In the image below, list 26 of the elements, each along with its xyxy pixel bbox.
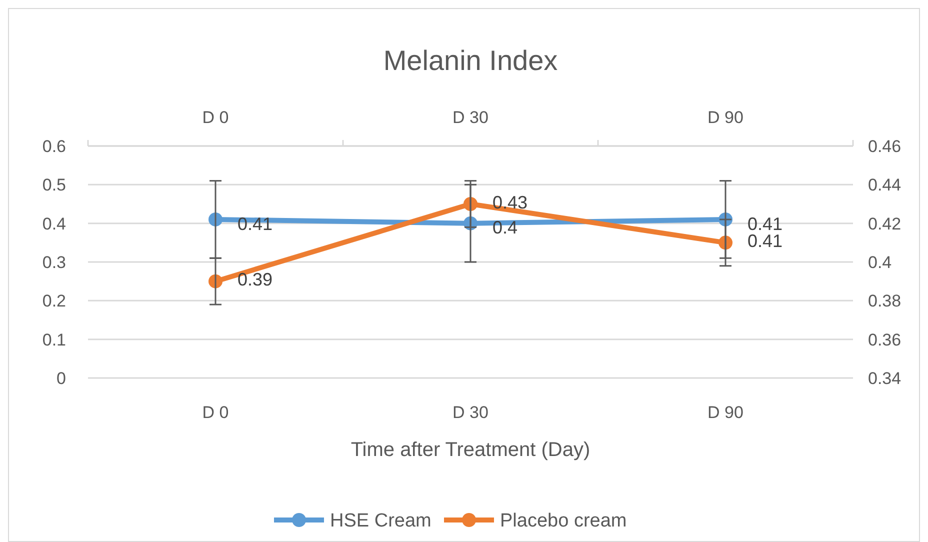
- y2-tick-label: 0.46: [868, 136, 902, 156]
- x-tick-label: D 90: [708, 108, 744, 127]
- data-label: 0.43: [492, 192, 528, 212]
- y2-tick-label: 0.34: [868, 368, 902, 388]
- x-tick-label: D 30: [452, 108, 488, 127]
- y-tick-label: 0.3: [42, 252, 66, 272]
- y-tick-label: 0.6: [42, 136, 66, 156]
- legend-label: HSE Cream: [330, 510, 432, 532]
- y-tick-label: 0.4: [42, 214, 66, 234]
- y2-tick-label: 0.44: [868, 176, 902, 195]
- category-label: D 30: [452, 403, 488, 422]
- y-tick-label: 0.2: [42, 292, 66, 311]
- category-label: D 0: [202, 403, 229, 422]
- legend-label: Placebo cream: [500, 510, 627, 532]
- chart-title: Melanin Index: [383, 45, 558, 76]
- y-tick-label: 0: [56, 368, 66, 388]
- x-axis-title: Time after Treatment (Day): [350, 439, 590, 461]
- y2-tick-label: 0.42: [868, 214, 902, 234]
- y2-tick-label: 0.36: [868, 330, 902, 350]
- y2-tick-label: 0.4: [868, 252, 892, 272]
- y2-tick-label: 0.38: [868, 292, 902, 311]
- y-tick-label: 0.5: [42, 176, 66, 195]
- x-tick-label: D 0: [202, 108, 229, 127]
- y-tick-label: 0.1: [42, 330, 66, 350]
- data-label: 0.39: [238, 270, 273, 290]
- category-label: D 90: [708, 403, 744, 422]
